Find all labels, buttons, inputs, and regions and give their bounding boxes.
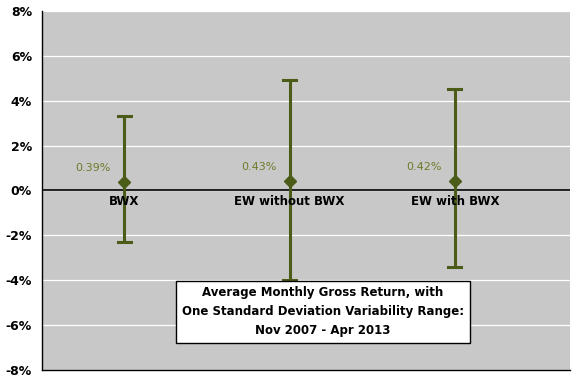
Text: 0.39%: 0.39% — [75, 163, 111, 173]
Text: 0.43%: 0.43% — [241, 162, 276, 172]
Text: 0.42%: 0.42% — [406, 162, 442, 172]
Text: Average Monthly Gross Return, with
One Standard Deviation Variability Range:
Nov: Average Monthly Gross Return, with One S… — [181, 286, 464, 338]
Text: BWX: BWX — [109, 195, 139, 208]
Text: EW with BWX: EW with BWX — [411, 195, 499, 208]
Text: EW without BWX: EW without BWX — [234, 195, 344, 208]
